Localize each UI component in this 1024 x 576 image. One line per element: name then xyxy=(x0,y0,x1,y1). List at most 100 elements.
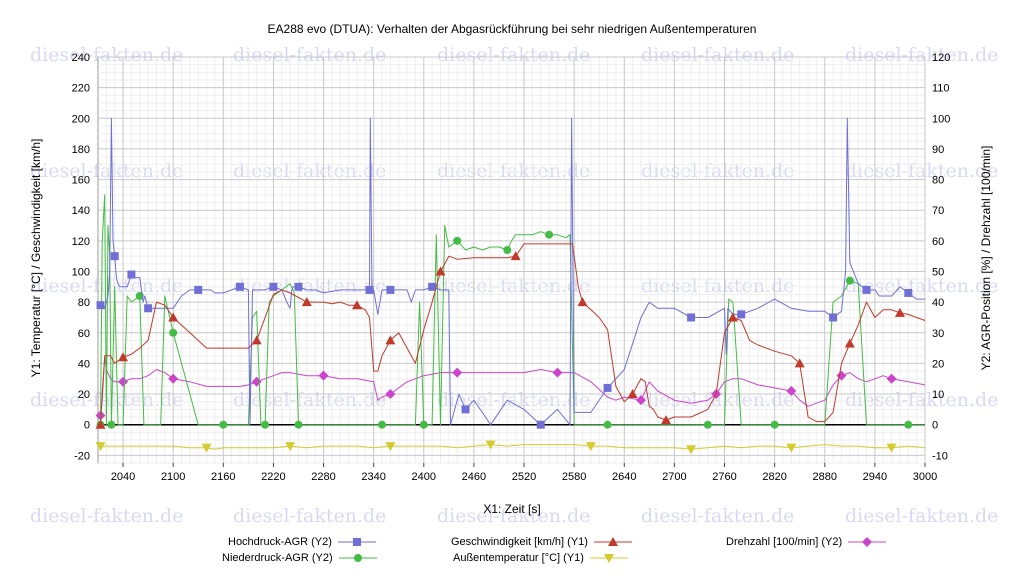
data-point xyxy=(386,285,395,294)
data-point xyxy=(96,301,105,310)
y-right-tick-label: 70 xyxy=(932,205,944,217)
watermark-text: diesel-fakten.de xyxy=(437,505,590,527)
y-right-tick-label: 60 xyxy=(932,236,944,248)
chart-title: EA288 evo (DTUA): Verhalten der Abgasrüc… xyxy=(268,22,757,36)
y-right-tick-label: 20 xyxy=(932,358,944,370)
data-point xyxy=(686,445,697,455)
watermark-text: diesel-fakten.de xyxy=(437,389,590,411)
data-point xyxy=(770,420,779,429)
data-point xyxy=(168,373,179,384)
series-line xyxy=(100,243,926,425)
watermark-text: diesel-fakten.de xyxy=(437,275,590,297)
data-point xyxy=(236,282,245,291)
x-tick-label: 2580 xyxy=(562,471,586,483)
data-point xyxy=(794,358,805,368)
x-tick-label: 2040 xyxy=(111,471,135,483)
data-point xyxy=(661,415,672,425)
data-point xyxy=(428,282,437,291)
legend-marker xyxy=(353,554,362,562)
x-tick-label: 2220 xyxy=(261,471,285,483)
legend-label: Niederdruck-AGR (Y2) xyxy=(222,552,333,564)
x-tick-label: 2820 xyxy=(762,471,786,483)
data-point xyxy=(585,442,596,452)
data-point xyxy=(786,443,797,453)
data-point xyxy=(845,276,854,285)
data-point xyxy=(107,420,116,429)
data-point xyxy=(503,246,512,255)
legend-triangle-up-icon xyxy=(593,537,632,546)
data-point xyxy=(169,328,178,337)
y-axis-right-label: Y2: AGR-Position [%] / Drehzahl [100/min… xyxy=(979,146,993,371)
watermark-layer: diesel-fakten.de diesel-fakten.de diesel-f… xyxy=(30,44,998,527)
data-point xyxy=(144,304,153,313)
data-point xyxy=(536,420,545,429)
data-point xyxy=(95,419,106,429)
data-point xyxy=(294,282,303,291)
data-point xyxy=(603,383,612,392)
data-point xyxy=(510,251,521,261)
y-left-tick-label: 80 xyxy=(78,297,90,309)
watermark-text: diesel-fakten.de xyxy=(641,44,794,66)
data-point xyxy=(829,313,838,322)
y-left-tick-label: 200 xyxy=(72,113,90,125)
x-tick-label: 2940 xyxy=(863,471,887,483)
data-point xyxy=(194,285,203,294)
data-point xyxy=(886,443,897,453)
watermark-text: diesel-fakten.de xyxy=(641,160,794,182)
y-left-tick-label: 120 xyxy=(72,236,90,248)
series-line xyxy=(100,356,926,416)
y-right-tick-label: 110 xyxy=(932,83,950,95)
data-point xyxy=(627,389,638,399)
x-tick-label: 2340 xyxy=(361,471,385,483)
legend-item: Niederdruck-AGR (Y2) xyxy=(222,550,379,566)
data-point xyxy=(577,297,588,307)
series-triangle-down xyxy=(95,440,926,455)
x-tick-label: 2460 xyxy=(462,471,486,483)
legend-marker xyxy=(352,538,361,546)
legend-label: Außentemperatur [°C] (Y1) xyxy=(453,552,584,564)
legend-diamond-icon xyxy=(848,537,887,547)
legend: Hochdruck-AGR (Y2) Niederdruck-AGR (Y2) … xyxy=(0,528,1024,576)
y-right-tick-label: 30 xyxy=(932,328,944,340)
data-point xyxy=(453,236,462,245)
y-axis-left-label: Y1: Temperatur [°C] / Geschwindigkeit [k… xyxy=(29,139,43,378)
data-point xyxy=(269,282,278,291)
legend-marker xyxy=(603,554,614,563)
y-right-tick-label: 80 xyxy=(932,175,944,187)
data-point xyxy=(703,420,712,429)
series-triangle-up xyxy=(95,243,926,429)
y-right-tick-label: 40 xyxy=(932,297,944,309)
data-point xyxy=(294,420,303,429)
watermark-text: diesel-fakten.de xyxy=(845,389,998,411)
data-point xyxy=(110,252,119,261)
legend-item: Drehzahl [100/min] (Y2) xyxy=(726,534,888,550)
legend-label: Drehzahl [100/min] (Y2) xyxy=(726,536,843,548)
data-point xyxy=(687,313,696,322)
data-point xyxy=(737,310,746,319)
data-point xyxy=(552,367,563,378)
data-point xyxy=(201,443,212,453)
x-tick-label: 2880 xyxy=(813,471,837,483)
y-right-tick-label: -10 xyxy=(932,450,948,462)
data-point xyxy=(318,370,329,381)
watermark-text: diesel-fakten.de xyxy=(233,389,386,411)
data-point xyxy=(251,335,262,345)
data-point xyxy=(419,420,428,429)
legend-item: Außentemperatur [°C] (Y1) xyxy=(453,550,630,566)
data-point xyxy=(894,307,905,317)
axes: 2040 2100 2160 2220 2280 2340 2400 2460 2520 2580… xyxy=(72,52,951,483)
series-square xyxy=(96,117,925,429)
data-point xyxy=(168,312,179,322)
y-left-tick-label: -20 xyxy=(74,450,90,462)
series-diamond xyxy=(95,356,926,421)
x-tick-label: 2160 xyxy=(211,471,235,483)
x-tick-label: 2400 xyxy=(412,471,436,483)
x-tick-label: 2760 xyxy=(712,471,736,483)
data-point xyxy=(261,420,270,429)
y-left-tick-label: 220 xyxy=(72,83,90,95)
legend-label: Hochdruck-AGR (Y2) xyxy=(228,536,332,548)
legend-circle-icon xyxy=(338,554,377,562)
x-axis-label: X1: Zeit [s] xyxy=(483,502,540,516)
grid xyxy=(97,56,926,464)
data-point xyxy=(452,367,463,378)
